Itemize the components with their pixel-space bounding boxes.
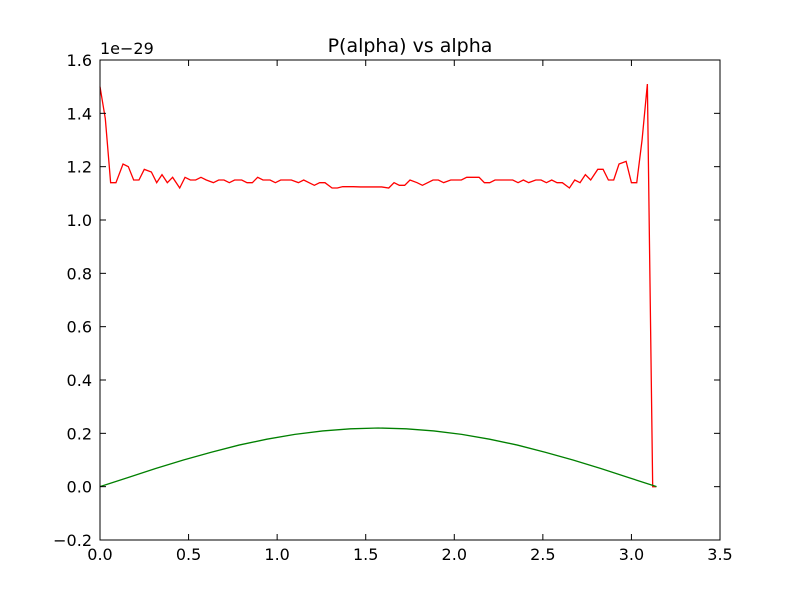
series-line-1	[99, 83, 657, 488]
x-tick-label: 1.0	[264, 545, 289, 564]
x-axis: 0.0 0.5 1.0 1.5 2.0 2.5 3.0 3.5	[87, 60, 733, 564]
x-tick-label: 2.5	[530, 545, 555, 564]
x-tick-label: 3.0	[619, 545, 644, 564]
axes-frame	[99, 59, 721, 541]
x-tick-label: 0.5	[176, 545, 201, 564]
y-offset-label: 1e−29	[100, 39, 154, 58]
y-tick-label: 0.2	[67, 424, 92, 443]
y-tick-label: −0.2	[53, 531, 92, 550]
y-tick-label: 1.0	[67, 211, 92, 230]
plot-area	[100, 60, 720, 540]
x-tick-label: 3.5	[707, 545, 732, 564]
x-tick-label: 2.0	[442, 545, 467, 564]
series-layer	[99, 83, 657, 488]
y-tick-label: 1.2	[67, 158, 92, 177]
y-tick-label: 0.0	[67, 478, 92, 497]
y-axis: −0.2 0.0 0.2 0.4 0.6 0.8 1.0 1.2 1.4 1.6	[53, 51, 720, 550]
y-tick-label: 0.8	[67, 264, 92, 283]
y-tick-label: 1.4	[67, 104, 92, 123]
series-line-2	[99, 427, 657, 488]
chart-title: P(alpha) vs alpha	[328, 35, 493, 57]
y-tick-label: 0.6	[67, 318, 92, 337]
y-tick-label: 1.6	[67, 51, 92, 70]
y-tick-label: 0.4	[67, 371, 92, 390]
x-tick-label: 0.0	[87, 545, 112, 564]
x-tick-label: 1.5	[353, 545, 378, 564]
